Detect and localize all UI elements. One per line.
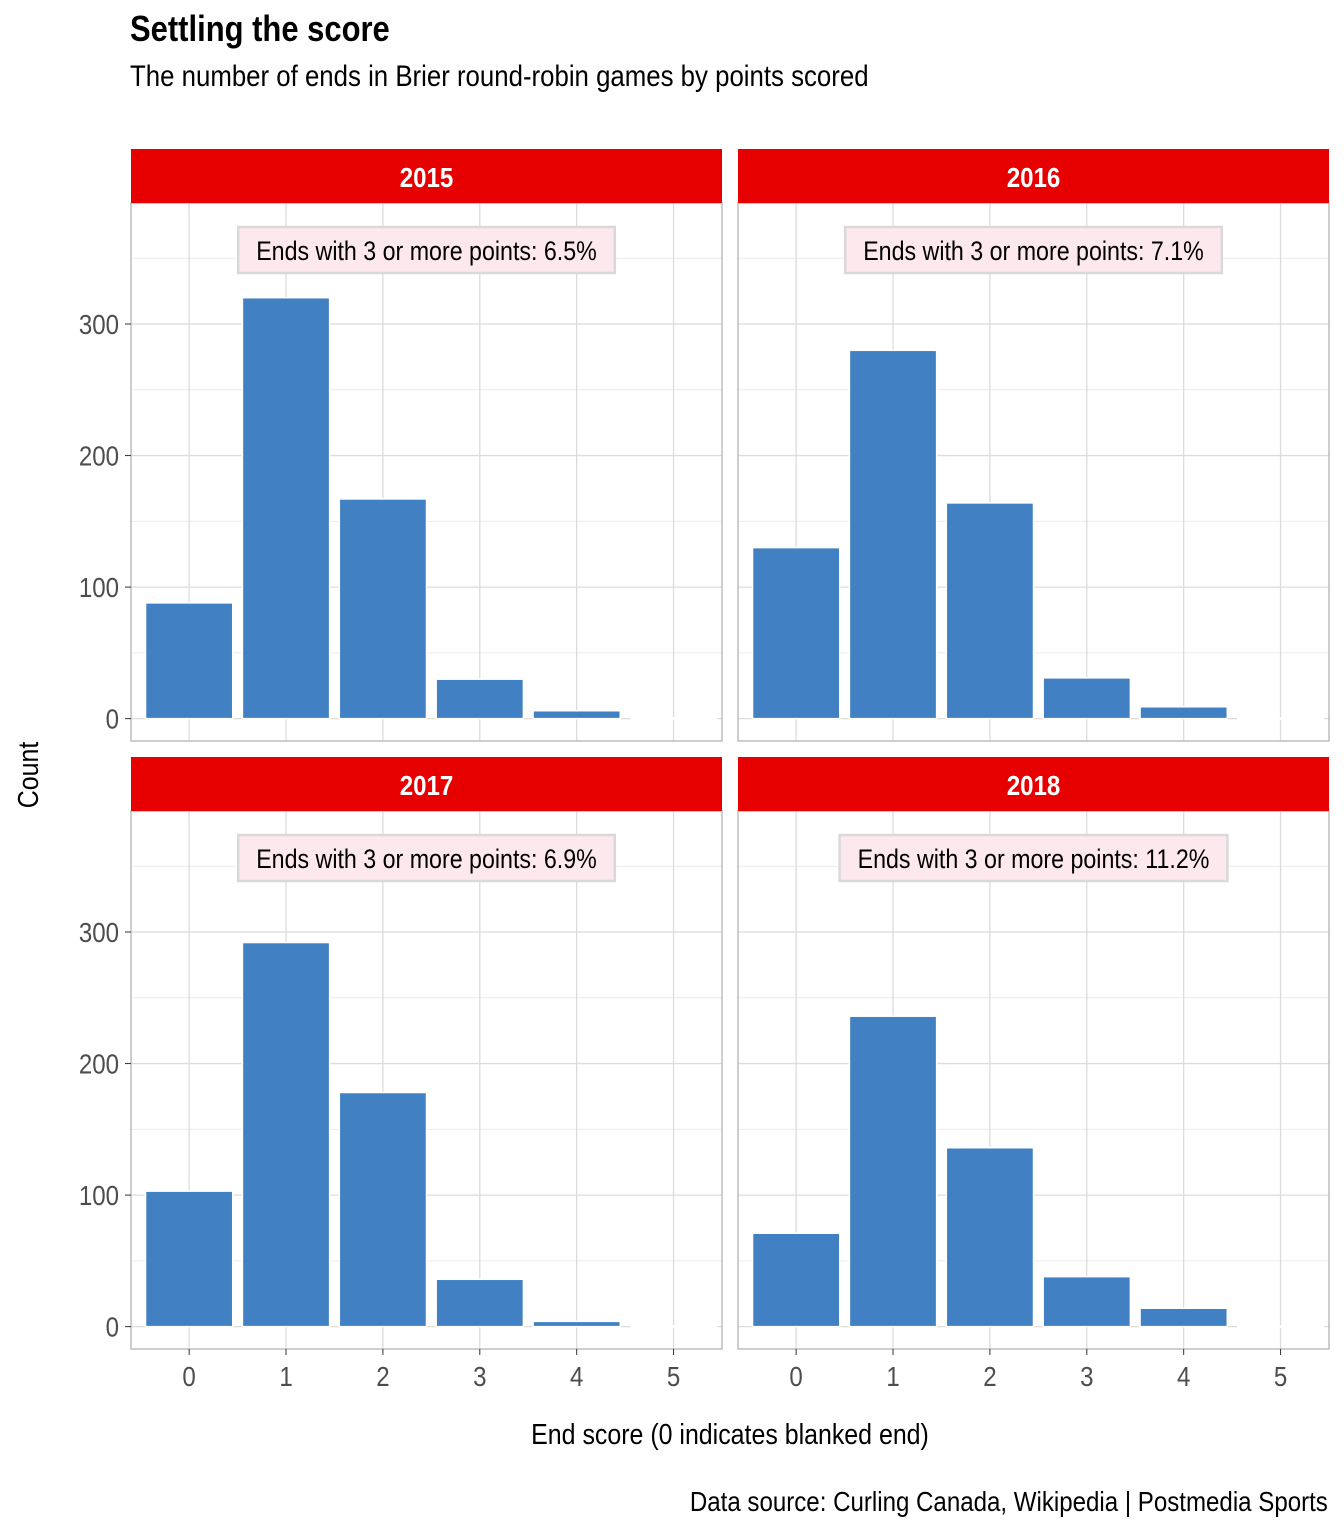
bar-2015-2: [338, 498, 428, 720]
facet-panel-2018: 2018 Ends with 3 or more points: 11.2% 0 1 2…: [737, 757, 1330, 1392]
x-tick-label: 0: [789, 1360, 802, 1392]
x-tick-label: 4: [570, 1360, 583, 1392]
x-tick-label: 3: [473, 1360, 486, 1392]
x-tick-label: 5: [1274, 1360, 1287, 1392]
y-tick-label: 100: [79, 1179, 119, 1211]
chart-subtitle: The number of ends in Brier round-robin …: [130, 60, 869, 93]
bar-2015-0: [144, 602, 234, 720]
facet-panel-2017: 2017 Ends with 3 or more points: 6.9% 0 100…: [79, 757, 723, 1392]
x-tick-label: 1: [886, 1360, 899, 1392]
annotation-box: [236, 225, 617, 275]
bar-2015-4: [532, 709, 622, 720]
bar-2015-3: [435, 678, 525, 720]
y-tick-label: 200: [79, 1048, 119, 1080]
bar-2018-3: [1042, 1275, 1132, 1328]
bar-2018-1: [848, 1015, 938, 1328]
x-tick-label: 1: [279, 1360, 292, 1392]
facet-strip: [738, 757, 1329, 811]
y-axis-label: Count: [12, 741, 44, 808]
y-tick-label: 300: [79, 308, 119, 340]
annotation-box: [236, 833, 617, 883]
bar-2017-2: [338, 1091, 428, 1328]
facet-strip: [131, 757, 722, 811]
bar-2017-1: [241, 941, 331, 1328]
bar-2017-0: [144, 1190, 234, 1328]
x-tick-label: 5: [667, 1360, 680, 1392]
facet-strip: [738, 149, 1329, 203]
annotation-text: Ends with 3 or more points: 7.1%: [863, 236, 1204, 266]
facet-panel-2015: 2015 Ends with 3 or more points: 6.5% 0 100…: [79, 149, 723, 742]
annotation-text: Ends with 3 or more points: 6.9%: [256, 844, 597, 874]
bar-2016-0: [751, 546, 841, 720]
facet-panel-2016: 2016 Ends with 3 or more points: 7.1%: [737, 149, 1330, 742]
y-tick-label: 0: [106, 703, 119, 735]
annotation-box: [838, 833, 1229, 883]
chart-title: Settling the score: [130, 8, 390, 49]
annotation-box: [843, 225, 1224, 275]
y-tick-label: 0: [106, 1311, 119, 1343]
bar-2018-2: [945, 1146, 1035, 1328]
facet-strip: [131, 149, 722, 203]
y-tick-label: 200: [79, 440, 119, 472]
bar-2016-2: [945, 502, 1035, 720]
facet-strip-label: 2016: [1007, 161, 1061, 193]
facet-strip-label: 2017: [400, 769, 454, 801]
x-tick-label: 0: [182, 1360, 195, 1392]
annotation-text: Ends with 3 or more points: 6.5%: [256, 236, 597, 266]
x-tick-label: 2: [376, 1360, 389, 1392]
facet-strip-label: 2018: [1007, 769, 1061, 801]
bar-2018-0: [751, 1232, 841, 1328]
bar-2015-1: [241, 296, 331, 720]
annotation-text: Ends with 3 or more points: 11.2%: [858, 844, 1210, 874]
bar-2016-4: [1139, 706, 1229, 720]
bar-2017-3: [435, 1278, 525, 1328]
chart-caption: Data source: Curling Canada, Wikipedia |…: [690, 1486, 1328, 1517]
x-axis-label: End score (0 indicates blanked end): [531, 1418, 929, 1450]
bar-2016-3: [1042, 677, 1132, 720]
y-tick-label: 100: [79, 571, 119, 603]
x-tick-label: 3: [1080, 1360, 1093, 1392]
bar-2018-4: [1139, 1307, 1229, 1328]
bar-2016-1: [848, 349, 938, 720]
x-tick-label: 2: [983, 1360, 996, 1392]
y-tick-label: 300: [79, 916, 119, 948]
bar-2017-4: [532, 1320, 622, 1328]
facet-strip-label: 2015: [400, 161, 454, 193]
x-tick-label: 4: [1177, 1360, 1190, 1392]
